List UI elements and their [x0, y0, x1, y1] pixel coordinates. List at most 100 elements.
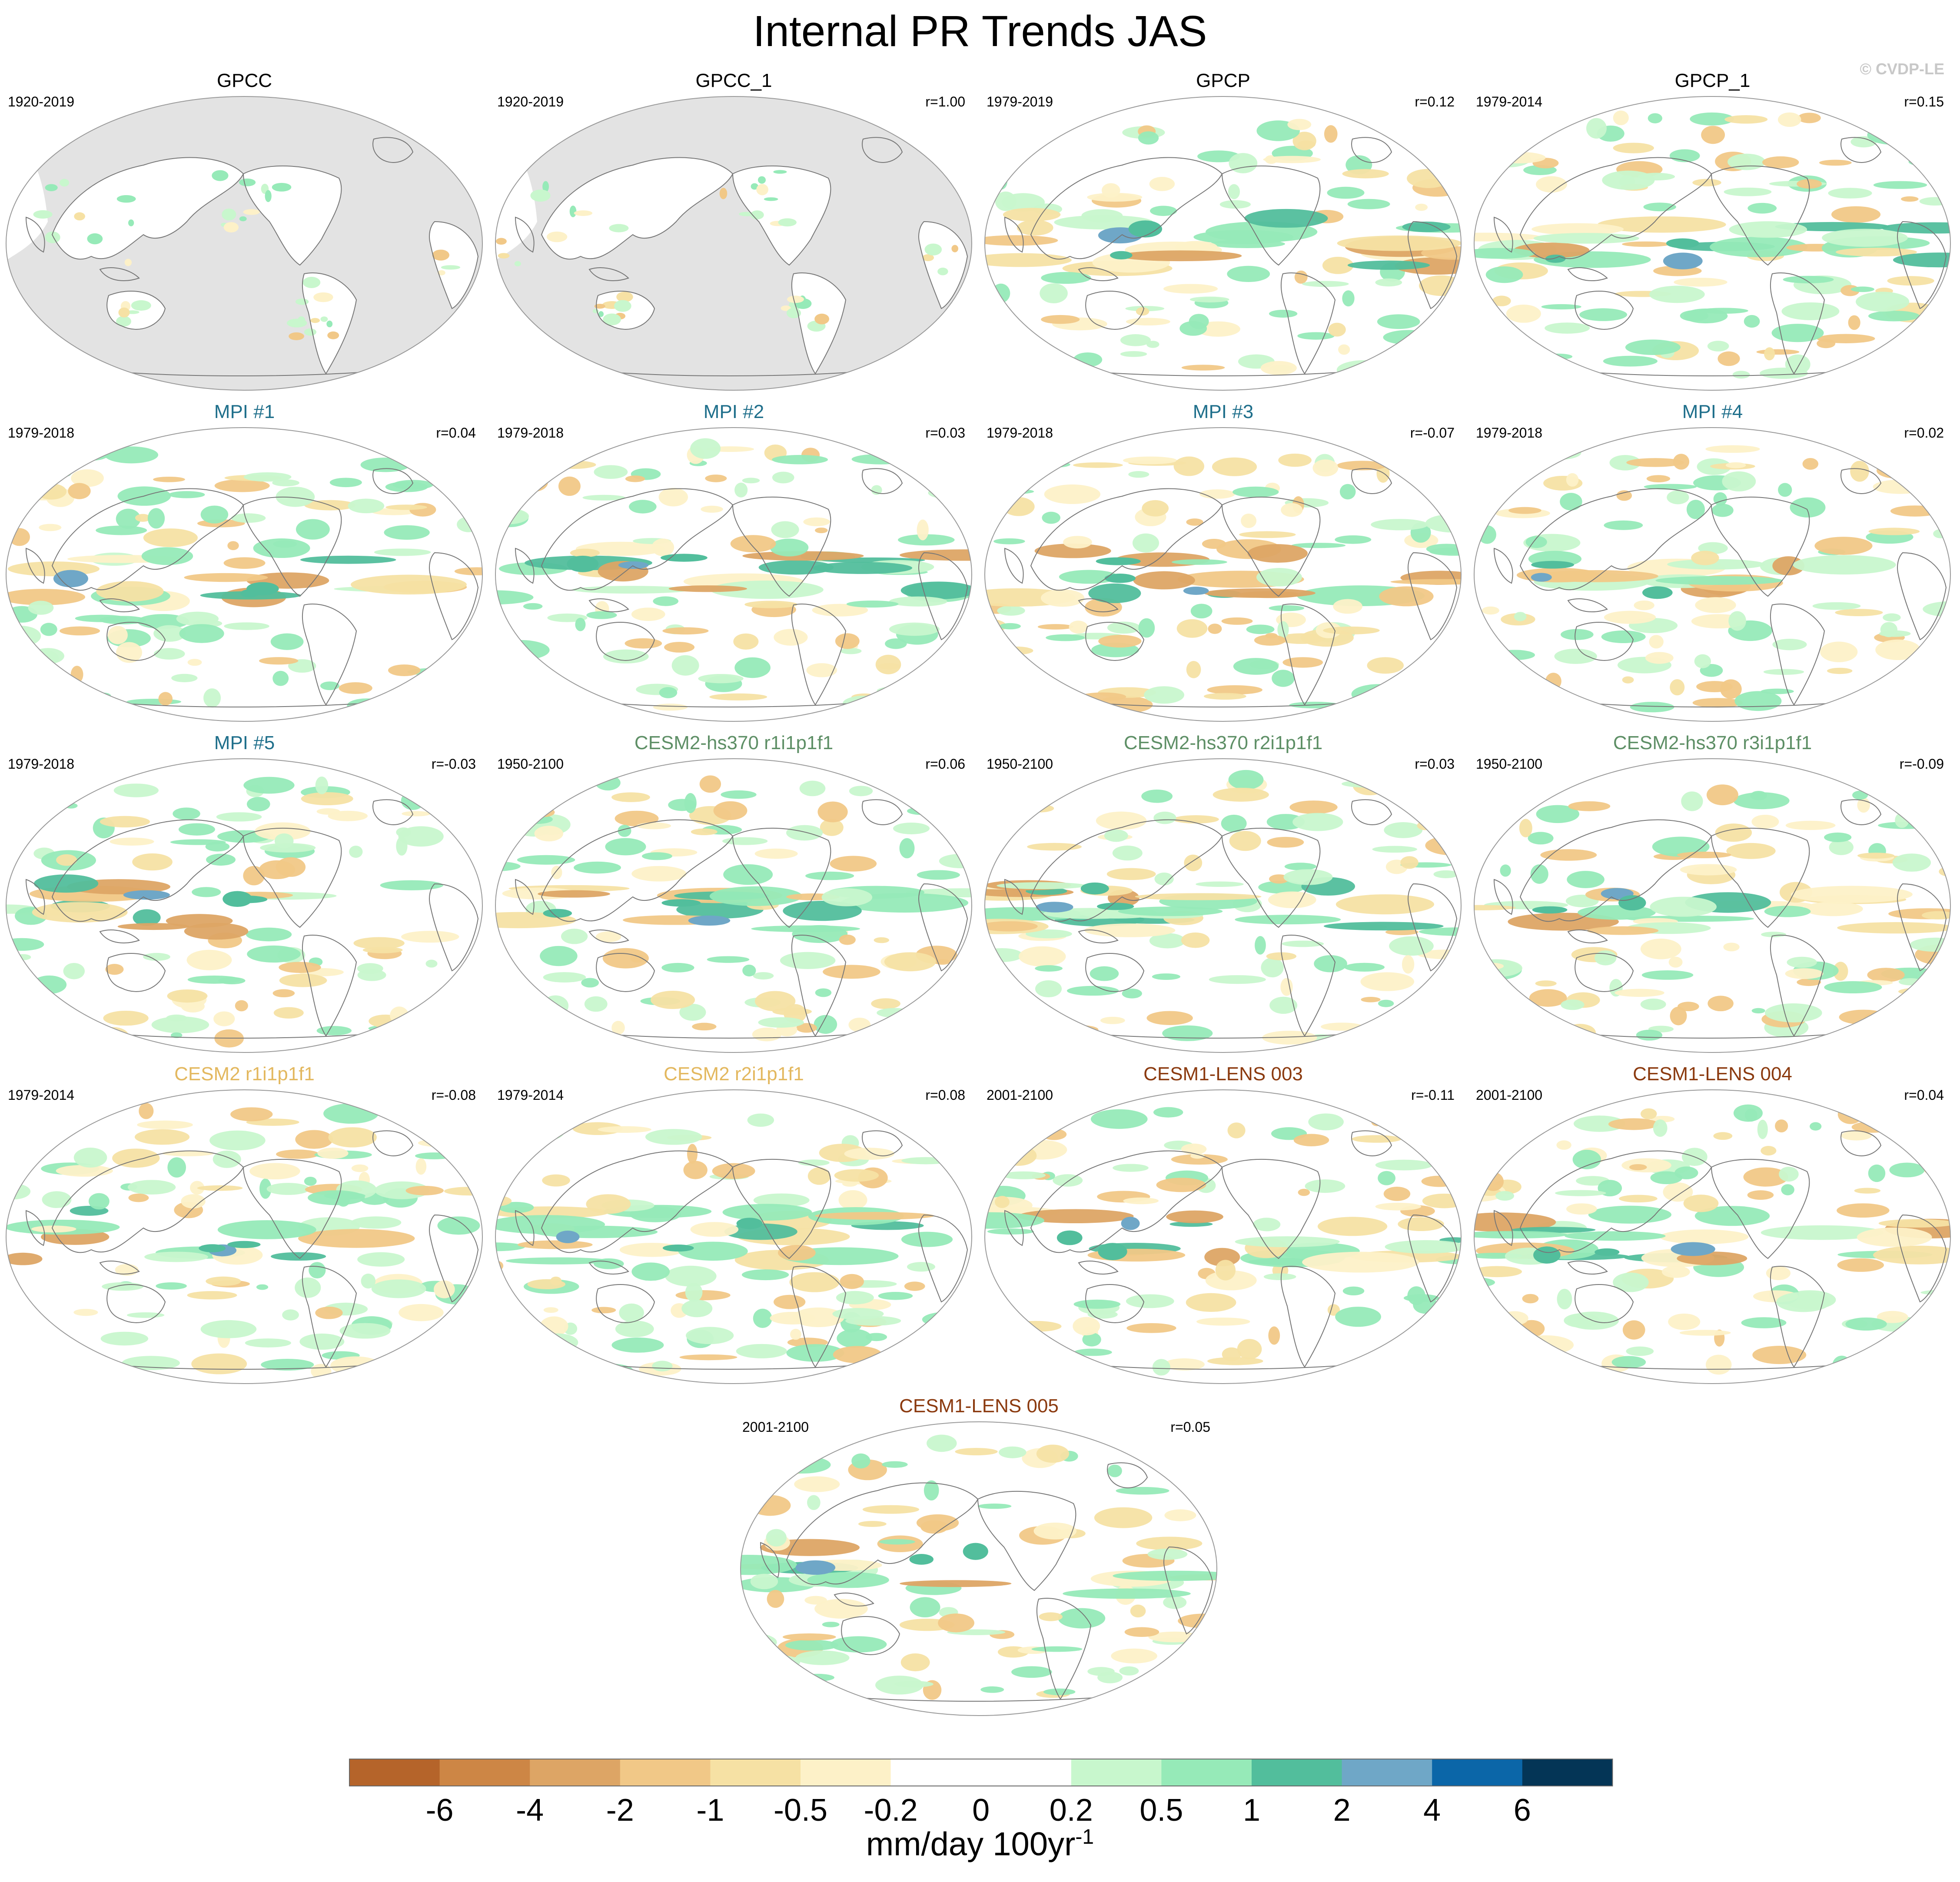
- panel-title: CESM1-LENS 005: [899, 1395, 1059, 1417]
- map-panel: CESM2-hs370 r2i1p1f1 1950-2100 r=0.03: [979, 732, 1468, 1062]
- panel-title: GPCC: [216, 70, 272, 91]
- panel-correlation: r=0.03: [1415, 756, 1455, 772]
- panel-title: CESM1-LENS 004: [1633, 1063, 1792, 1085]
- panel-period: 1979-2018: [987, 425, 1053, 441]
- panel-period: 1920-2019: [497, 94, 564, 110]
- panel-correlation: r=0.12: [1415, 94, 1455, 110]
- colorbar-tick-label: 0.5: [1139, 1793, 1183, 1828]
- panel-correlation: r=-0.11: [1411, 1087, 1455, 1103]
- world-map: [1474, 96, 1951, 391]
- panel-period: 1979-2014: [497, 1087, 564, 1103]
- panel-title: GPCC_1: [695, 70, 772, 91]
- colorbar-tick-label: 0.2: [1050, 1793, 1093, 1828]
- colorbar-swatch: [439, 1759, 530, 1786]
- panel-period: 1979-2018: [1476, 425, 1543, 441]
- map-panel: GPCP_1 1979-2014 r=0.15: [1468, 70, 1957, 400]
- panel-period: 1950-2100: [1476, 756, 1543, 772]
- map-panel: CESM1-LENS 003 2001-2100 r=-0.11: [979, 1063, 1468, 1393]
- world-map: [495, 427, 972, 722]
- panel-period: 1950-2100: [497, 756, 564, 772]
- map-panel: CESM2-hs370 r1i1p1f1 1950-2100 r=0.06: [489, 732, 978, 1062]
- colorbar-tick-label: -0.5: [774, 1793, 827, 1828]
- panel-title: CESM1-LENS 003: [1143, 1063, 1303, 1085]
- panel-correlation: r=0.05: [1170, 1419, 1210, 1435]
- panel-period: 2001-2100: [987, 1087, 1053, 1103]
- panel-correlation: r=-0.07: [1410, 425, 1455, 441]
- map-panel: CESM2 r1i1p1f1 1979-2014 r=-0.08: [0, 1063, 489, 1393]
- colorbar-swatch: [1071, 1759, 1162, 1786]
- map-panel: CESM1-LENS 004 2001-2100 r=0.04: [1468, 1063, 1957, 1393]
- colorbar-frame: [349, 1759, 1613, 1786]
- panel-period: 1979-2018: [497, 425, 564, 441]
- panel-correlation: r=-0.08: [431, 1087, 476, 1103]
- map-panel: CESM2-hs370 r3i1p1f1 1950-2100 r=-0.09: [1468, 732, 1957, 1062]
- colorbar-tick-label: 1: [1243, 1793, 1260, 1828]
- world-map: [495, 758, 972, 1053]
- world-map: [6, 427, 483, 722]
- colorbar-tick-label: -1: [696, 1793, 724, 1828]
- world-map: [6, 758, 483, 1053]
- colorbar-tick-label: -4: [516, 1793, 544, 1828]
- panel-title: GPCP: [1196, 70, 1250, 91]
- world-map: [984, 96, 1462, 391]
- world-map: [984, 427, 1462, 722]
- panel-title: CESM2-hs370 r2i1p1f1: [1123, 732, 1323, 753]
- panel-title: CESM2-hs370 r3i1p1f1: [1613, 732, 1812, 753]
- panel-period: 1979-2018: [8, 425, 75, 441]
- colorbar-units-text: mm/day 100yr: [866, 1826, 1076, 1863]
- panel-title: MPI #5: [214, 732, 275, 753]
- panel-period: 1979-2014: [8, 1087, 75, 1103]
- panel-period: 1979-2018: [8, 756, 75, 772]
- colorbar-swatch: [1522, 1759, 1613, 1786]
- colorbar-swatch: [890, 1759, 981, 1786]
- colorbar-tick-label: 6: [1514, 1793, 1531, 1828]
- map-panel: CESM2 r2i1p1f1 1979-2014 r=0.08: [489, 1063, 978, 1393]
- panel-title: MPI #1: [214, 401, 275, 422]
- colorbar-swatch: [1432, 1759, 1523, 1786]
- panel-correlation: r=0.15: [1904, 94, 1944, 110]
- world-map: [1474, 758, 1951, 1053]
- colorbar-swatch: [801, 1759, 891, 1786]
- colorbar-swatch: [349, 1759, 440, 1786]
- world-map: [495, 96, 972, 391]
- colorbar-units: mm/day 100yr-1: [0, 1825, 1960, 1863]
- panel-correlation: r=0.04: [436, 425, 476, 441]
- colorbar-units-exponent: -1: [1075, 1826, 1094, 1849]
- page-title: Internal PR Trends JAS: [753, 7, 1207, 56]
- colorbar-swatch: [620, 1759, 711, 1786]
- world-map: [495, 1089, 972, 1384]
- watermark: © CVDP-LE: [1860, 60, 1944, 78]
- panel-correlation: r=0.08: [925, 1087, 965, 1103]
- map-panel: MPI #1 1979-2018 r=0.04: [0, 401, 489, 731]
- map-panel: MPI #2 1979-2018 r=0.03: [489, 401, 978, 731]
- colorbar-swatch: [1161, 1759, 1252, 1786]
- map-panel: CESM1-LENS 005 2001-2100 r=0.05: [734, 1395, 1223, 1725]
- panel-period: 1979-2019: [987, 94, 1053, 110]
- panel-correlation: r=0.02: [1904, 425, 1944, 441]
- world-map: [6, 96, 483, 391]
- colorbar-tick-label: 0: [972, 1793, 990, 1828]
- world-map: [1474, 1089, 1951, 1384]
- colorbar-swatch: [1342, 1759, 1432, 1786]
- panel-title: MPI #4: [1682, 401, 1743, 422]
- panel-correlation: r=0.06: [925, 756, 965, 772]
- world-map: [740, 1421, 1217, 1716]
- map-panel: MPI #3 1979-2018 r=-0.07: [979, 401, 1468, 731]
- map-panel: GPCC_1 1920-2019 r=1.00: [489, 70, 978, 400]
- world-map: [984, 758, 1462, 1053]
- map-panel: MPI #4 1979-2018 r=0.02: [1468, 401, 1957, 731]
- colorbar-tick-label: -0.2: [864, 1793, 918, 1828]
- map-panel: GPCC 1920-2019: [0, 70, 489, 400]
- panel-correlation: r=1.00: [925, 94, 965, 110]
- colorbar-swatch: [710, 1759, 801, 1786]
- map-panel: GPCP 1979-2019 r=0.12: [979, 70, 1468, 400]
- colorbar-tick-label: 4: [1423, 1793, 1441, 1828]
- panel-period: 1920-2019: [8, 94, 75, 110]
- colorbar-tick-label: 2: [1333, 1793, 1351, 1828]
- colorbar-swatch: [981, 1759, 1072, 1786]
- panel-period: 1979-2014: [1476, 94, 1543, 110]
- panel-correlation: r=0.03: [925, 425, 965, 441]
- panel-correlation: r=-0.09: [1899, 756, 1944, 772]
- map-panel: MPI #5 1979-2018 r=-0.03: [0, 732, 489, 1062]
- panel-title: MPI #3: [1193, 401, 1254, 422]
